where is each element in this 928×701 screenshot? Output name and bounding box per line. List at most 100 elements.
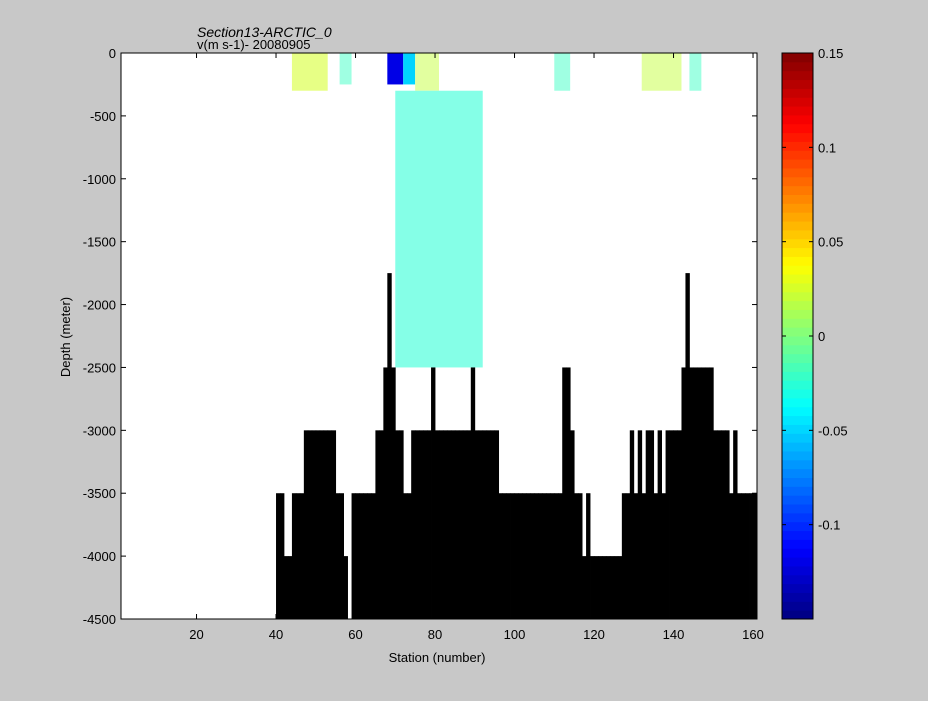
colorbar-swatch <box>782 238 813 249</box>
colorbar-swatch <box>782 468 813 478</box>
seafloor-column <box>295 493 301 619</box>
heatmap-cell <box>339 53 352 85</box>
plot-frame <box>120 52 758 620</box>
seafloor-column <box>725 430 730 619</box>
seafloor-column <box>550 493 555 619</box>
y-tick-label: -4000 <box>83 549 116 564</box>
colorbar-swatch <box>782 574 813 585</box>
seafloor-column <box>534 493 539 619</box>
seafloor-column <box>486 430 492 619</box>
seafloor-column <box>291 493 297 619</box>
y-tick-label: -3000 <box>83 423 116 438</box>
seafloor-column <box>442 430 448 619</box>
colorbar-swatch <box>782 300 813 310</box>
y-axis-label: Depth (meter) <box>58 297 73 377</box>
colorbar-swatch <box>782 336 813 346</box>
seafloor-column <box>649 430 655 619</box>
colorbar-swatch <box>782 450 813 461</box>
colorbar-swatch <box>782 88 813 98</box>
seafloor-bathymetry <box>276 273 758 619</box>
seafloor-column <box>570 430 575 619</box>
seafloor-column <box>641 493 647 619</box>
colorbar-swatch <box>782 141 813 151</box>
seafloor-column <box>617 556 623 619</box>
seafloor-column <box>431 367 436 619</box>
colorbar-swatch <box>782 353 813 364</box>
colorbar-swatch <box>782 433 813 443</box>
y-axis: 0 -500 -1000 -1500 -2000 -2500 -3000 -3500 -4000… <box>83 46 757 627</box>
x-tick-label: 20 <box>189 627 203 642</box>
y-tick-label: -500 <box>90 109 116 124</box>
seafloor-column <box>494 430 500 619</box>
seafloor-column <box>657 430 662 619</box>
seafloor-column <box>450 430 456 619</box>
colorbar-swatch <box>782 123 813 134</box>
seafloor-column <box>466 430 472 619</box>
colorbar-swatch <box>782 548 813 558</box>
seafloor-column <box>327 430 333 619</box>
seafloor-column <box>510 493 515 619</box>
seafloor-column <box>665 430 670 619</box>
seafloor-column <box>566 367 571 619</box>
x-tick-label: 140 <box>663 627 685 642</box>
x-axis: 20 40 60 80 100 120 140 160 <box>189 53 764 642</box>
seafloor-column <box>343 556 348 619</box>
seafloor-column <box>578 493 583 619</box>
seafloor-column <box>502 493 507 619</box>
seafloor-column <box>387 273 392 619</box>
colorbar-swatch <box>782 132 813 142</box>
seafloor-column <box>637 430 643 619</box>
heatmap-cell <box>403 53 416 85</box>
seafloor-column <box>518 493 523 619</box>
colorbar-swatch <box>782 389 813 399</box>
seafloor-column <box>741 493 746 619</box>
colorbar-swatch <box>782 486 813 496</box>
colorbar-swatch <box>782 194 813 204</box>
seafloor-column <box>403 493 408 619</box>
seafloor-column <box>697 367 702 619</box>
seafloor-column <box>625 493 631 619</box>
seafloor-column <box>538 493 543 619</box>
seafloor-column <box>276 493 281 619</box>
seafloor-column <box>729 493 734 619</box>
seafloor-column <box>621 493 627 619</box>
colorbar-swatch <box>782 406 813 417</box>
seafloor-column <box>506 493 511 619</box>
seafloor-column <box>383 367 388 619</box>
x-axis-label: Station (number) <box>389 650 486 665</box>
seafloor-column <box>363 493 368 619</box>
colorbar-swatch <box>782 70 813 81</box>
seafloor-column <box>745 493 750 619</box>
colorbar-tick-label: -0.1 <box>818 518 840 533</box>
seafloor-column <box>399 430 404 619</box>
y-tick-label: 0 <box>109 46 116 61</box>
seafloor-column <box>542 493 547 619</box>
seafloor-column <box>323 430 329 619</box>
seafloor-column <box>315 430 321 619</box>
seafloor-column <box>522 493 527 619</box>
seafloor-column <box>391 367 396 619</box>
seafloor-column <box>613 556 619 619</box>
seafloor-column <box>446 430 452 619</box>
seafloor-column <box>379 430 384 619</box>
colorbar-swatch <box>782 512 813 523</box>
colorbar-swatch <box>782 167 813 178</box>
colorbar-swatch <box>782 459 813 470</box>
y-tick-label: -2000 <box>83 298 116 313</box>
colorbar-swatch <box>782 477 813 487</box>
seafloor-column <box>427 430 432 619</box>
colorbar-tick-label: -0.05 <box>818 423 848 438</box>
seafloor-column <box>530 493 535 619</box>
seafloor-column <box>435 430 440 619</box>
seafloor-column <box>733 430 738 619</box>
seafloor-column <box>411 430 416 619</box>
y-tick-label: -1000 <box>83 172 116 187</box>
seafloor-column <box>609 556 615 619</box>
seafloor-column <box>701 367 706 619</box>
colorbar-swatch <box>782 114 813 125</box>
seafloor-column <box>299 493 305 619</box>
seafloor-column <box>498 493 503 619</box>
seafloor-column <box>407 493 412 619</box>
colorbar-swatch <box>782 247 813 257</box>
